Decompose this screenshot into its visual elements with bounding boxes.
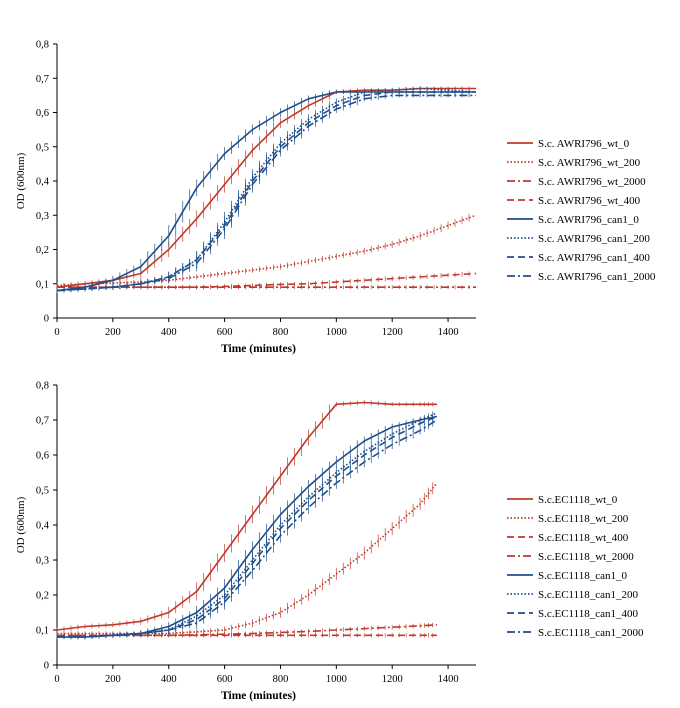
x-tick-label: 0 [54, 327, 59, 338]
y-axis-title: OD (600nm) [15, 496, 27, 553]
x-tick-label: 1000 [326, 327, 347, 338]
y-tick-label: 0,1 [36, 279, 49, 290]
series-line-5 [57, 415, 438, 638]
legend-label-7: S.c. AWRI796_can1_400 [538, 252, 650, 264]
error-bars-1 [56, 86, 470, 290]
x-tick-label: 800 [273, 327, 289, 338]
error-bars-1 [56, 400, 434, 633]
y-tick-label: 0,4 [36, 177, 50, 188]
legend-label-7: S.c.EC1118_can1_400 [538, 608, 639, 620]
x-tick-label: 1400 [438, 674, 459, 685]
error-bars-5 [56, 89, 470, 294]
legend-label-5: S.c.EC1118_can1_0 [538, 570, 628, 582]
x-tick-label: 1200 [382, 674, 403, 685]
legend: S.c.EC1118_wt_0 S.c.EC1118_wt_200 S.c.EC11… [507, 494, 644, 639]
error-bars-8 [56, 418, 434, 640]
y-tick-label: 0,5 [36, 486, 49, 497]
y-axis-title: OD (600nm) [15, 152, 27, 209]
y-tick-label: 0,8 [36, 381, 49, 392]
legend-label-3: S.c.EC1118_wt_400 [538, 532, 629, 544]
x-tick-label: 1400 [438, 327, 459, 338]
x-tick-label: 0 [54, 674, 59, 685]
error-bars-8 [56, 93, 470, 293]
legend-label-8: S.c. AWRI796_can1_2000 [538, 271, 656, 283]
error-bars-7 [56, 414, 434, 640]
error-bars-7 [56, 89, 470, 293]
x-axis-title: Time (minutes) [221, 343, 296, 355]
y-tick-label: 0 [44, 314, 49, 325]
y-tick-label: 0,2 [36, 591, 49, 602]
y-tick-label: 0,6 [36, 451, 49, 462]
x-tick-label: 200 [105, 674, 121, 685]
legend: S.c. AWRI796_wt_0 S.c. AWRI796_wt_200 S.c.… [507, 138, 656, 283]
x-tick-label: 400 [161, 674, 177, 685]
legend-label-8: S.c.EC1118_can1_2000 [538, 627, 644, 639]
legend-label-2: S.c.EC1118_wt_200 [538, 513, 629, 525]
x-tick-label: 600 [217, 327, 233, 338]
y-tick-label: 0,5 [36, 142, 49, 153]
series-line-1 [56, 401, 437, 631]
y-tick-label: 0,4 [36, 521, 50, 532]
chart-1: 0 0,1 0,2 0,3 0,4 0,5 0,6 0,7 0,8 0 200 400 600 800 10… [15, 40, 656, 356]
error-bars-6 [56, 86, 470, 293]
x-tick-label: 400 [161, 327, 177, 338]
x-tick-label: 600 [217, 674, 233, 685]
legend-label-3: S.c. AWRI796_wt_2000 [538, 176, 646, 188]
y-tick-label: 0,7 [36, 74, 49, 85]
x-axis-title: Time (minutes) [221, 690, 296, 702]
y-tick-label: 0 [44, 661, 49, 672]
chart-2: 0 0,1 0,2 0,3 0,4 0,5 0,6 0,7 0,8 0 200 400 600 800 10… [15, 381, 644, 703]
legend-label-4: S.c. AWRI796_wt_400 [538, 195, 641, 207]
legend-label-5: S.c. AWRI796_can1_0 [538, 214, 639, 226]
legend-label-2: S.c. AWRI796_wt_200 [538, 157, 641, 169]
legend-label-6: S.c.EC1118_can1_200 [538, 589, 639, 601]
legend-label-1: S.c.EC1118_wt_0 [538, 494, 618, 506]
series-line-8 [57, 419, 438, 638]
legend-label-6: S.c. AWRI796_can1_200 [538, 233, 650, 245]
y-tick-label: 0,2 [36, 245, 49, 256]
y-tick-label: 0,6 [36, 108, 49, 119]
x-tick-label: 800 [273, 674, 289, 685]
y-tick-label: 0,3 [36, 556, 49, 567]
x-tick-label: 200 [105, 327, 121, 338]
y-tick-label: 0,1 [36, 626, 49, 637]
legend-label-4: S.c.EC1118_wt_2000 [538, 551, 634, 563]
x-tick-label: 1000 [326, 674, 347, 685]
x-tick-label: 1200 [382, 327, 403, 338]
series-line-6 [57, 412, 438, 638]
y-tick-label: 0,7 [36, 416, 49, 427]
legend-label-1: S.c. AWRI796_wt_0 [538, 138, 630, 150]
y-tick-label: 0,8 [36, 40, 49, 51]
series-line-7 [57, 415, 438, 638]
y-tick-label: 0,3 [36, 211, 49, 222]
